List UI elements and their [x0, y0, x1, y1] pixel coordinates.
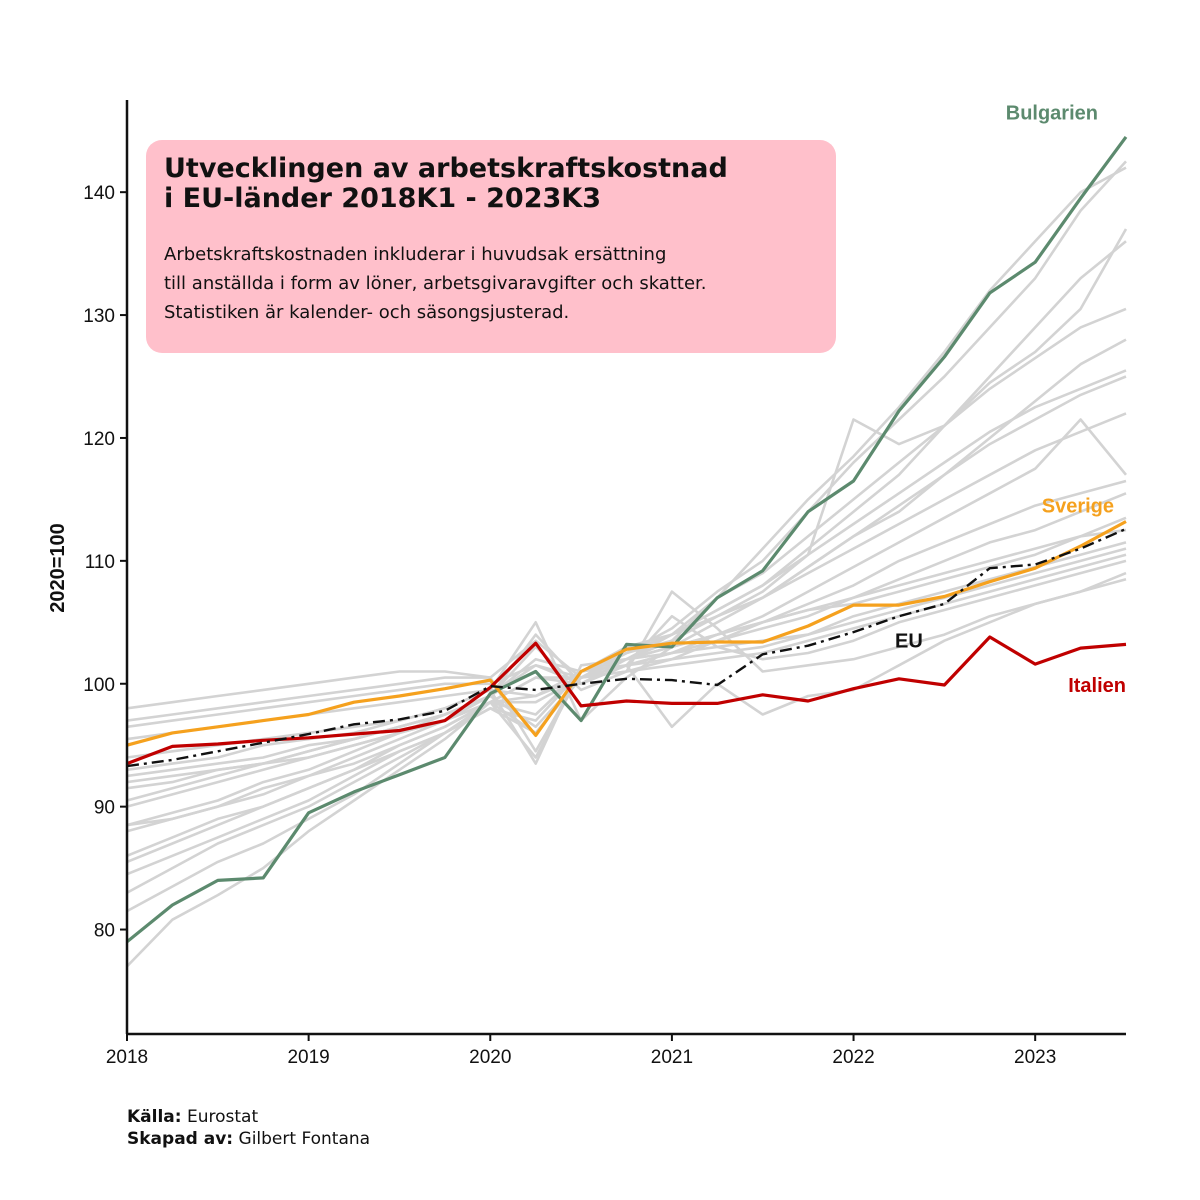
source-line: Källa: Eurostat [127, 1106, 370, 1128]
chart-title: Utvecklingen av arbetskraftskostnad i EU… [164, 154, 818, 214]
source-label: Källa: [127, 1107, 182, 1127]
y-axis-title: 2020=100 [47, 523, 69, 613]
background-series-line-10 [127, 493, 1126, 776]
y-tick-label: 90 [94, 798, 115, 819]
y-tick-label: 140 [83, 183, 115, 204]
x-tick-label: 2023 [1014, 1047, 1056, 1068]
background-series-line-18 [127, 413, 1126, 862]
series-label-italien: Italien [1068, 675, 1126, 697]
source-value: Eurostat [187, 1107, 258, 1127]
title-box: Utvecklingen av arbetskraftskostnad i EU… [146, 140, 836, 353]
background-series-line-17 [127, 370, 1126, 825]
x-tick-label: 2021 [651, 1047, 693, 1068]
author-label: Skapad av: [127, 1129, 233, 1149]
chart-subtitle: Arbetskraftskostnaden inkluderar i huvud… [164, 240, 818, 327]
x-tick-label: 2018 [106, 1047, 148, 1068]
x-tick-label: 2020 [469, 1047, 511, 1068]
y-tick-label: 80 [94, 921, 115, 942]
background-series-line-16 [127, 579, 1126, 751]
author-value: Gilbert Fontana [239, 1129, 371, 1149]
x-tick-label: 2019 [287, 1047, 329, 1068]
y-tick-label: 130 [83, 306, 115, 327]
caption: Källa: Eurostat Skapad av: Gilbert Fonta… [127, 1106, 370, 1150]
series-label-sverige: Sverige [1042, 496, 1114, 518]
series-line-sverige [127, 522, 1126, 746]
y-tick-label: 120 [83, 429, 115, 450]
author-line: Skapad av: Gilbert Fontana [127, 1128, 370, 1150]
y-tick-label: 110 [85, 552, 115, 573]
background-series-line-8 [127, 420, 1126, 807]
series-label-bulgarien: Bulgarien [1006, 102, 1098, 124]
series-label-eu: EU [895, 631, 923, 653]
y-tick-label: 100 [83, 675, 115, 696]
x-tick-label: 2022 [832, 1047, 874, 1068]
